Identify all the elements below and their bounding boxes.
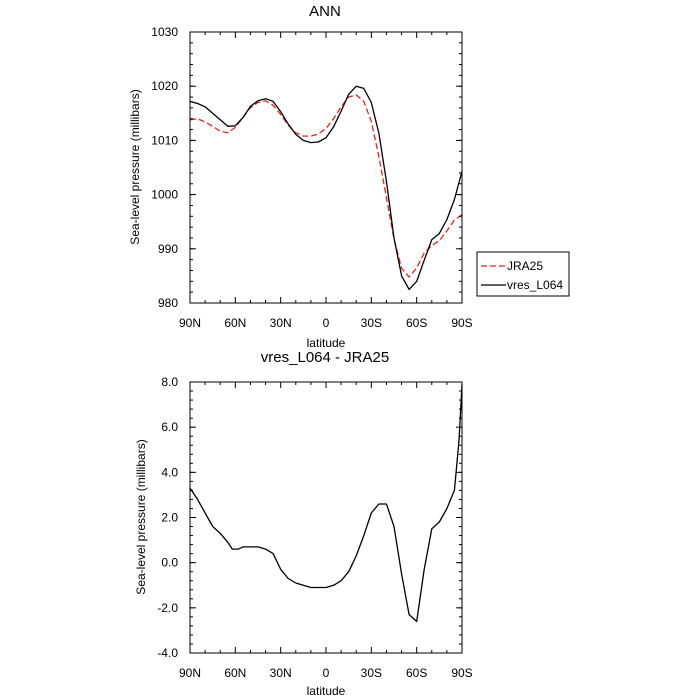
panel1-y-axis-label: Sea-level pressure (millibars) <box>128 89 142 244</box>
legend-label-vres: vres_L064 <box>507 278 563 292</box>
panel2-y-axis-label: Sea-level pressure (millibars) <box>134 439 148 594</box>
y-tick-label: 1000 <box>151 188 178 202</box>
panel2-ticks: 90N 60N 30N 0 30S 60S 90S -4.0 -2.0 0.0 2.0 4.0 6.0 8… <box>157 375 472 680</box>
panel-difference: vres_L064 - JRA25 90N 60N 30N 0 30S 60S 90S -4.… <box>134 349 473 698</box>
x-tick-label: 90S <box>451 666 472 680</box>
x-tick-label: 30S <box>361 666 382 680</box>
y-tick-label: 1020 <box>151 79 178 93</box>
y-tick-label: 1010 <box>151 133 178 147</box>
x-tick-label: 0 <box>323 666 330 680</box>
x-tick-label: 30S <box>361 316 382 330</box>
y-tick-label: 1030 <box>151 25 178 39</box>
series-line-vres-l064 <box>189 85 463 291</box>
y-tick-label: 8.0 <box>161 375 178 389</box>
y-tick-label: 2.0 <box>161 511 178 525</box>
y-tick-label: 0.0 <box>161 556 178 570</box>
y-tick-label: 4.0 <box>161 465 178 479</box>
series-line-vres-l064-jra25 <box>189 384 463 623</box>
panel2-plot-frame <box>189 381 463 654</box>
x-tick-label: 60N <box>224 666 246 680</box>
y-tick-label: 6.0 <box>161 420 178 434</box>
x-tick-label: 90S <box>451 316 472 330</box>
legend-box <box>476 251 570 297</box>
legend: JRA25 vres_L064 <box>476 251 570 297</box>
y-tick-label: -2.0 <box>157 601 178 615</box>
panel2-series-layer <box>189 384 463 623</box>
y-tick-label: 980 <box>158 296 178 310</box>
panel1-title: ANN <box>309 3 341 20</box>
x-tick-label: 30N <box>270 316 292 330</box>
panel1-x-axis-label: latitude <box>307 336 346 350</box>
y-tick-label: -4.0 <box>157 646 178 660</box>
x-tick-label: 30N <box>270 666 292 680</box>
panel2-x-axis-label: latitude <box>307 684 346 698</box>
y-tick-label: 990 <box>158 242 178 256</box>
panel1-ticks: 90N 60N 30N 0 30S 60S 90S 980 990 1000 1010 1020 103… <box>151 25 472 330</box>
series-line-jra25 <box>189 94 463 278</box>
panel1-series-layer <box>189 85 463 291</box>
x-tick-label: 0 <box>323 316 330 330</box>
x-tick-label: 60S <box>406 666 427 680</box>
panel-annual-slp: ANN 90N 60N 30N 0 30S 60S 90S 980 990 1000 1010 102… <box>128 3 570 350</box>
x-tick-label: 60N <box>224 316 246 330</box>
x-tick-label: 90N <box>179 666 201 680</box>
x-tick-label: 60S <box>406 316 427 330</box>
panel1-plot-frame <box>189 31 463 304</box>
panel2-title: vres_L064 - JRA25 <box>261 349 389 366</box>
x-tick-label: 90N <box>179 316 201 330</box>
legend-label-jra25: JRA25 <box>507 259 543 273</box>
